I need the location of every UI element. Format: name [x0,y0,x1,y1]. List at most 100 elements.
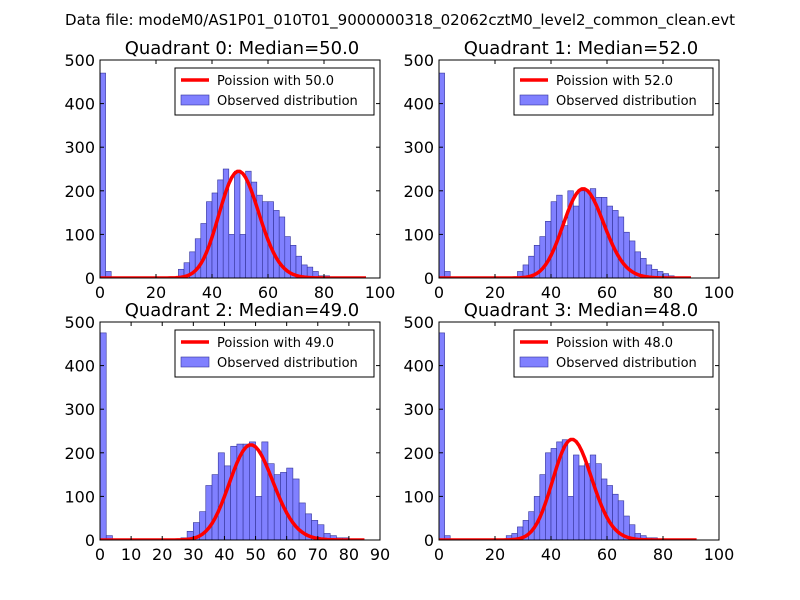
subplot-title: Quadrant 1: Median=52.0 [464,38,699,59]
legend-box [174,329,375,378]
axes-frame [438,321,720,541]
subplot-title: Quadrant 0: Median=50.0 [125,38,360,59]
histogram-bar [230,445,238,540]
histogram-bar [589,454,597,540]
x-tick-label: 60 [276,545,296,564]
x-tick-label: 30 [183,545,203,564]
legend: Poission with 52.0 Observed distribution [513,67,714,116]
legend-box [174,67,375,116]
histogram-bar [211,474,219,540]
legend-label-observed: Observed distribution [217,356,358,371]
histogram-bar [617,216,625,278]
y-tick-label: 100 [403,225,434,244]
x-tick-label: 20 [152,545,172,564]
histogram-bar [242,443,250,540]
y-tick-label: 500 [64,51,95,70]
histogram-bar [100,332,107,540]
histogram-bar [550,448,557,540]
histogram-bar [234,170,241,278]
histogram-bar [573,454,580,540]
histogram-bar [439,332,445,540]
y-tick-label: 500 [403,51,434,70]
legend-label-observed: Observed distribution [556,356,697,371]
x-tick-label: 50 [245,545,265,564]
histogram-bar [105,535,113,540]
legend-box [513,329,714,378]
x-tick-label: 0 [434,545,444,564]
histogram-bar [584,190,591,278]
x-tick-label: 70 [308,545,328,564]
x-tick-label: 80 [314,283,334,302]
histogram-bar [573,205,580,278]
x-tick-label: 20 [485,545,505,564]
poisson-curve [439,187,691,278]
y-tick-label: 300 [64,400,95,419]
histogram-bar [439,72,445,278]
y-tick-label: 400 [64,357,95,376]
x-tick-label: 0 [95,545,105,564]
histogram-bars [439,72,675,278]
axes-frame [99,321,381,541]
legend: Poission with 48.0 Observed distribution [513,329,714,378]
y-tick-label: 300 [403,138,434,157]
histogram-bars [100,332,350,540]
y-tick-label: 500 [64,313,95,332]
x-tick-label: 80 [653,545,673,564]
x-tick-label: 60 [258,283,278,302]
histogram-bar [601,197,608,278]
x-tick-label: 100 [704,283,735,302]
x-tick-label: 40 [541,545,561,564]
y-tick-label: 400 [403,357,434,376]
histogram-bars [100,72,330,278]
y-tick-label: 200 [64,182,95,201]
histogram-bar [606,485,613,540]
histogram-bar [578,190,585,278]
subplot-quadrant-0: 0 20 40 60 80 100 0 100 200 300 400 500 Quadrant 0: … [64,38,395,302]
subplot-title: Quadrant 3: Median=48.0 [464,300,699,321]
legend-box [513,67,714,116]
y-tick-label: 500 [403,313,434,332]
y-tick-label: 300 [64,138,95,157]
y-tick-label: 100 [403,487,434,506]
legend: Poission with 49.0 Observed distribution [174,329,375,378]
x-tick-label: 90 [370,545,390,564]
y-tick-label: 400 [64,95,95,114]
x-tick-label: 20 [146,283,166,302]
histogram-bar [545,221,552,278]
legend-bar-swatch [180,356,210,368]
y-tick-label: 0 [85,269,95,288]
histogram-bar [444,535,451,540]
histogram-bar [255,496,263,540]
subplot-quadrant-2: 0 10 20 30 40 50 60 70 80 90 0 100 200 300 400 500 Quadr… [64,300,390,564]
legend-bar-swatch [519,356,549,368]
x-tick-label: 100 [365,283,396,302]
histogram-bar [561,439,569,540]
y-tick-label: 0 [85,531,95,550]
x-tick-label: 100 [704,545,735,564]
axes-frame [438,59,720,279]
y-tick-label: 0 [424,269,434,288]
x-tick-label: 0 [95,283,105,302]
histogram-bar [550,201,557,278]
axes-frame [99,59,381,279]
histogram-bar [286,467,294,540]
x-tick-label: 40 [214,545,234,564]
legend-label-poisson: Poission with 48.0 [556,336,673,351]
histogram-bar [578,465,585,540]
histogram-bar [100,72,106,278]
x-tick-label: 80 [339,545,359,564]
histogram-bar [567,496,574,540]
histogram-bar [222,168,230,278]
y-tick-label: 300 [403,400,434,419]
legend-label-observed: Observed distribution [217,94,358,109]
legend-label-poisson: Poission with 50.0 [217,74,334,89]
histogram-bar [217,179,224,278]
legend-label-poisson: Poission with 52.0 [556,74,673,89]
y-tick-label: 0 [424,531,434,550]
x-tick-label: 0 [434,283,444,302]
legend-label-observed: Observed distribution [556,94,697,109]
y-tick-label: 200 [403,182,434,201]
histogram-bar [561,225,569,278]
x-tick-label: 40 [541,283,561,302]
